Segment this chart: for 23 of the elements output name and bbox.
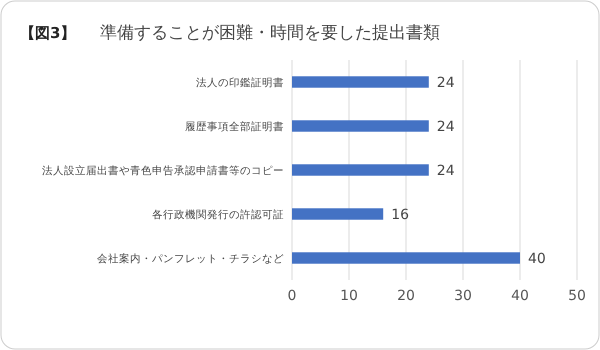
x-tick-label: 20 — [397, 288, 415, 304]
data-label: 24 — [436, 75, 455, 91]
y-tick-label: 法人設立届出書や青色申告承認申請書等のコピー — [42, 164, 284, 177]
bar — [292, 164, 429, 176]
y-tick-label: 履歴事項全部証明書 — [185, 120, 284, 133]
data-label: 24 — [436, 119, 455, 135]
text: 【図3】 — [20, 24, 76, 42]
x-tick-label: 50 — [568, 288, 586, 304]
bar — [292, 76, 429, 88]
x-tick-label: 0 — [288, 288, 296, 304]
x-tick-label: 30 — [454, 288, 472, 304]
y-tick-label: 会社案内・パンフレット・チラシなど — [97, 252, 284, 265]
y-tick-label: 各行政機関発行の許認可証 — [152, 208, 284, 221]
bar — [292, 252, 520, 264]
x-tick-label: 10 — [340, 288, 358, 304]
bar — [292, 120, 429, 132]
y-tick-label: 法人の印鑑証明書 — [196, 76, 284, 89]
bar — [292, 208, 384, 220]
data-label: 24 — [436, 163, 455, 179]
x-tick-label: 40 — [511, 288, 529, 304]
chart-title: 準備することが困難・時間を要した提出書類 — [100, 23, 440, 43]
data-label: 16 — [391, 207, 410, 223]
data-label: 40 — [528, 251, 546, 267]
